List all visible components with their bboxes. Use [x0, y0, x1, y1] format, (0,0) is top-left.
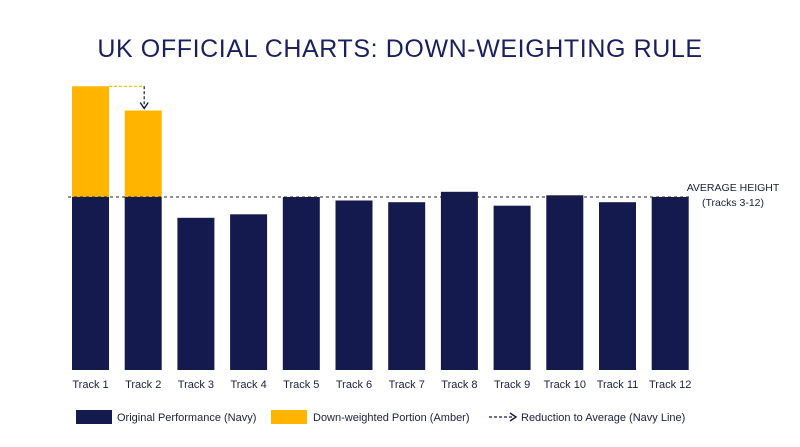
reduction-arrowhead: [139, 102, 149, 110]
legend-label: Original Performance (Navy): [117, 412, 256, 424]
x-tick-label: Track 11: [597, 379, 639, 391]
x-tick-label: Track 6: [336, 379, 372, 391]
legend-swatch-amber: [271, 410, 307, 424]
bar-original-5: [282, 197, 320, 370]
bar-original-10: [546, 195, 584, 370]
bars: [72, 86, 689, 370]
average-label: AVERAGE HEIGHT: [687, 182, 780, 194]
overlay: AVERAGE HEIGHT (Tracks 3-12): [68, 85, 780, 209]
x-tick-label: Track 7: [389, 379, 425, 391]
x-tick-label: Track 2: [125, 379, 161, 391]
bar-original-3: [177, 217, 215, 370]
bar-original-6: [335, 200, 373, 370]
x-tick-label: Track 10: [544, 379, 586, 391]
bar-original-7: [388, 202, 426, 370]
bar-original-12: [651, 197, 689, 370]
legend-swatch-navy: [76, 410, 112, 424]
bar-original-11: [599, 202, 636, 370]
x-tick-label: Track 12: [649, 379, 691, 391]
bar-original-4: [230, 214, 268, 370]
x-tick-label: Track 3: [178, 379, 214, 391]
bar-original-2: [124, 197, 162, 370]
bar-original-9: [493, 205, 531, 370]
legend-label: Reduction to Average (Navy Line): [521, 412, 685, 424]
bar-original-1: [72, 197, 109, 370]
x-tick-label: Track 5: [283, 379, 319, 391]
legend-arrowhead: [509, 412, 518, 422]
x-tick-label: Track 9: [494, 379, 530, 391]
x-tick-label: Track 1: [72, 379, 108, 391]
x-tick-label: Track 4: [230, 379, 266, 391]
bar-downweighted-1: [72, 86, 109, 197]
x-tick-label: Track 8: [441, 379, 477, 391]
chart-title: UK OFFICIAL CHARTS: DOWN-WEIGHTING RULE: [97, 35, 702, 63]
bar-original-8: [440, 191, 478, 370]
legend-label: Down-weighted Portion (Amber): [313, 412, 470, 424]
legend: Original Performance (Navy) Down-weighted…: [76, 410, 685, 424]
bar-downweighted-2: [124, 110, 162, 197]
x-axis-tick-labels: Track 1 Track 2 Track 3 Track 4 Track 5 Track…: [72, 379, 691, 391]
average-sublabel: (Tracks 3-12): [702, 197, 764, 209]
